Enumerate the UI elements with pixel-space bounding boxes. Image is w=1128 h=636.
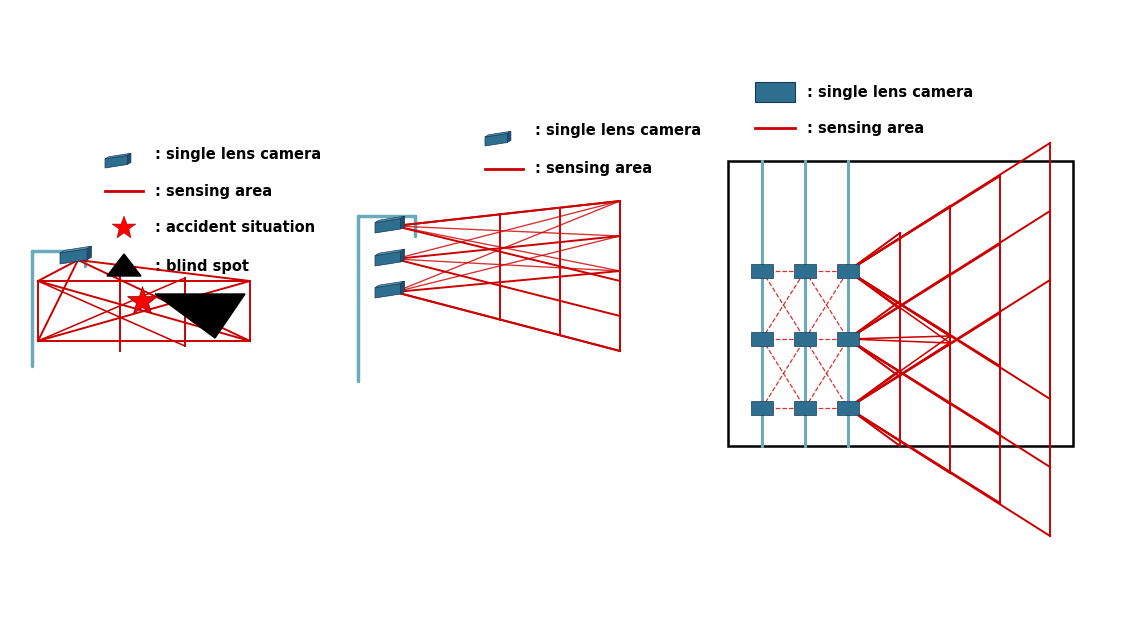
Polygon shape — [60, 249, 87, 264]
Polygon shape — [374, 216, 405, 223]
Polygon shape — [105, 155, 127, 168]
Polygon shape — [127, 153, 131, 165]
Bar — [728, 161, 1073, 446]
Bar — [794, 332, 816, 346]
Polygon shape — [107, 254, 141, 276]
Polygon shape — [374, 219, 400, 233]
Bar — [751, 264, 773, 278]
Polygon shape — [485, 131, 511, 137]
Polygon shape — [485, 134, 508, 146]
Polygon shape — [87, 246, 91, 259]
Bar — [755, 82, 795, 102]
Polygon shape — [155, 294, 245, 338]
Polygon shape — [374, 252, 400, 266]
Bar — [837, 264, 860, 278]
Bar — [794, 264, 816, 278]
Text: : single lens camera: : single lens camera — [155, 146, 321, 162]
Text: : sensing area: : sensing area — [155, 184, 272, 198]
Bar — [751, 332, 773, 346]
Text: : accident situation: : accident situation — [155, 221, 315, 235]
Text: : single lens camera: : single lens camera — [535, 123, 702, 139]
Polygon shape — [374, 284, 400, 298]
Polygon shape — [374, 249, 405, 256]
Bar — [837, 332, 860, 346]
Polygon shape — [400, 249, 405, 262]
Polygon shape — [508, 131, 511, 142]
Bar — [751, 401, 773, 415]
Polygon shape — [400, 281, 405, 294]
Polygon shape — [60, 246, 91, 253]
Polygon shape — [400, 216, 405, 229]
Text: : blind spot: : blind spot — [155, 258, 249, 273]
Text: : sensing area: : sensing area — [807, 120, 924, 135]
Polygon shape — [374, 281, 405, 287]
Bar — [837, 401, 860, 415]
Polygon shape — [105, 153, 131, 159]
Text: : sensing area: : sensing area — [535, 162, 652, 177]
Bar — [794, 401, 816, 415]
Text: : single lens camera: : single lens camera — [807, 85, 973, 99]
